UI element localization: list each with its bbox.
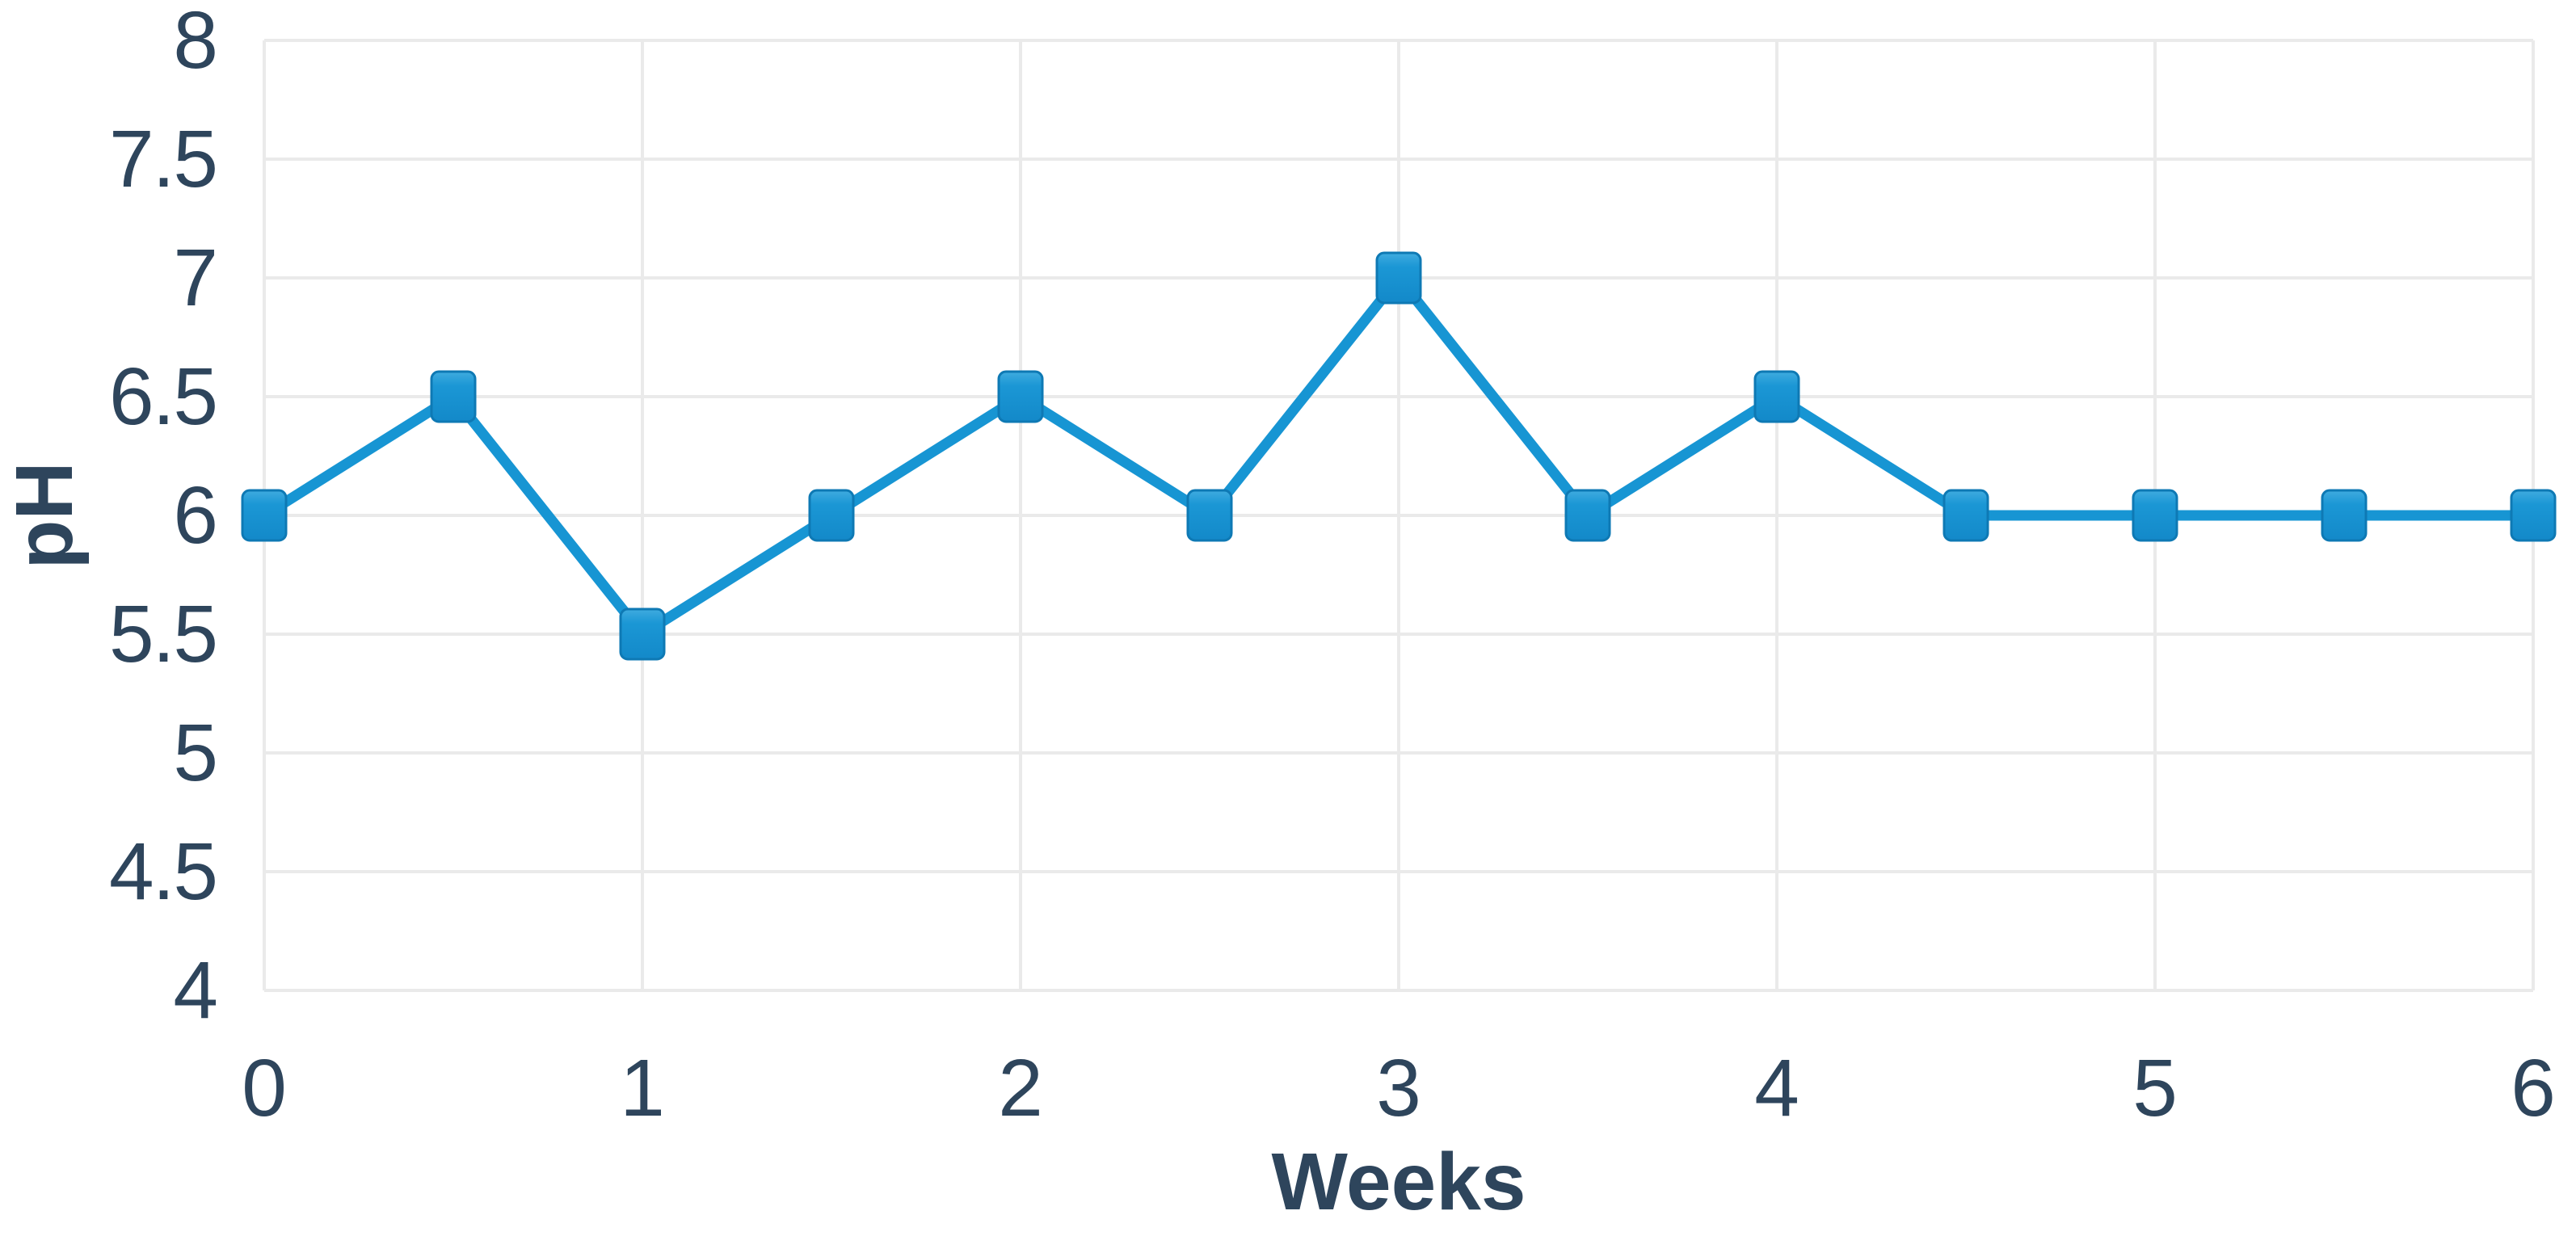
x-axis-title: Weeks xyxy=(1271,1137,1526,1227)
data-point-marker xyxy=(619,607,666,661)
data-point-marker xyxy=(1943,489,1989,542)
y-tick-label: 5 xyxy=(173,708,218,798)
x-tick-label: 4 xyxy=(1754,1043,1799,1133)
data-point-marker xyxy=(1564,489,1611,542)
data-point-marker xyxy=(2321,489,2368,542)
data-point-marker xyxy=(1753,370,1800,423)
x-tick-label: 1 xyxy=(620,1043,665,1133)
data-point-marker xyxy=(997,370,1044,423)
y-tick-label: 4.5 xyxy=(108,826,218,917)
x-tick-label: 3 xyxy=(1376,1043,1421,1133)
y-tick-label: 8 xyxy=(173,0,218,86)
x-tick-label: 0 xyxy=(242,1043,287,1133)
y-tick-label: 6.5 xyxy=(108,351,218,442)
data-point-marker xyxy=(808,489,855,542)
data-point-marker xyxy=(430,370,477,423)
y-tick-label: 6 xyxy=(173,470,218,561)
x-tick-label: 6 xyxy=(2511,1043,2556,1133)
data-point-marker xyxy=(2510,489,2557,542)
x-tick-label: 2 xyxy=(998,1043,1043,1133)
y-tick-label: 7 xyxy=(173,233,218,323)
y-axis-title: pH xyxy=(0,461,90,570)
data-point-marker xyxy=(1186,489,1233,542)
y-tick-label: 7.5 xyxy=(108,114,218,204)
y-tick-label: 5.5 xyxy=(108,589,218,679)
data-point-marker xyxy=(2132,489,2178,542)
data-point-marker xyxy=(241,489,288,542)
x-tick-label: 5 xyxy=(2132,1043,2178,1133)
data-point-marker xyxy=(1375,251,1422,305)
y-tick-label: 4 xyxy=(173,945,218,1036)
